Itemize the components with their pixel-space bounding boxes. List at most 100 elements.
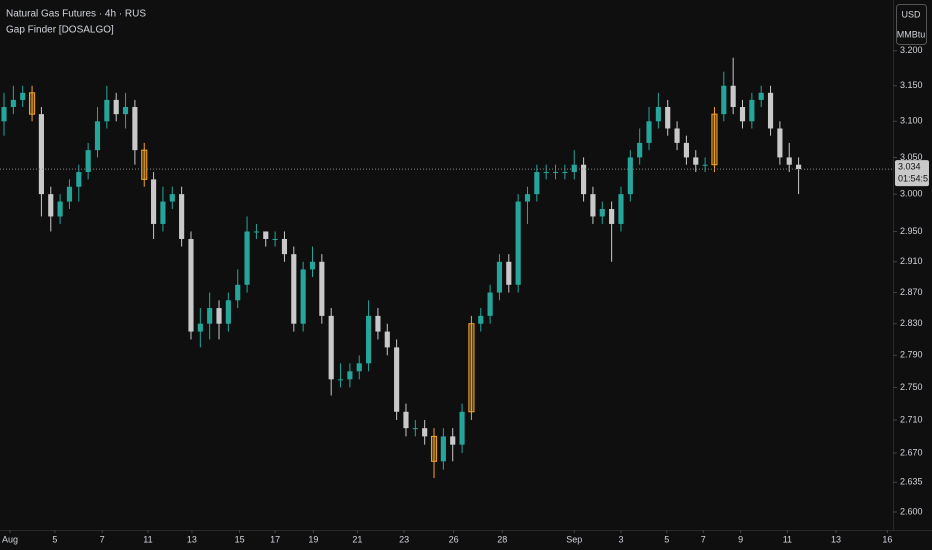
candle-body <box>758 92 764 100</box>
candle-body <box>515 201 521 285</box>
candle-body <box>85 150 91 173</box>
y-tick-label: 2.600 <box>900 506 923 516</box>
countdown: 01:54:51 <box>898 173 932 183</box>
candle-body <box>300 269 306 324</box>
candle-body <box>122 107 129 115</box>
x-tick-label: 13 <box>187 534 197 544</box>
candle-body <box>94 121 101 151</box>
candle-body <box>38 114 44 195</box>
y-tick-label: 2.870 <box>900 287 923 297</box>
candle-body <box>160 201 166 224</box>
candle-body <box>609 208 615 224</box>
y-tick-label: 2.910 <box>900 256 923 266</box>
candle-body <box>309 261 316 270</box>
candle-body <box>796 164 802 170</box>
candle-body <box>440 436 446 462</box>
candle-body <box>179 194 185 240</box>
candle-body <box>328 315 334 380</box>
candle-body <box>375 315 381 332</box>
candle-body <box>356 363 362 372</box>
candle-body <box>57 201 63 217</box>
candle-body <box>76 172 82 187</box>
unit[interactable]: MMBtu <box>897 29 926 39</box>
candle-body <box>216 308 222 324</box>
candle-body <box>263 231 269 240</box>
candle-body <box>225 300 231 324</box>
candle-body <box>412 428 418 430</box>
candle-body <box>571 164 577 173</box>
x-tick-label: 3 <box>618 534 623 544</box>
candle-body <box>534 172 540 195</box>
x-tick-label: Aug <box>2 534 18 544</box>
candle-body <box>141 149 148 180</box>
candle-body <box>702 164 708 166</box>
y-tick-label: 3.100 <box>900 116 923 126</box>
candle-body <box>739 107 746 122</box>
candle-body <box>637 142 643 158</box>
x-tick-label: 19 <box>308 534 318 544</box>
x-tick-label: 5 <box>52 534 57 544</box>
candle-body <box>552 172 559 174</box>
y-tick-label: 2.635 <box>900 477 923 487</box>
candle-body <box>394 347 400 412</box>
currency[interactable]: USD <box>901 9 921 19</box>
x-tick-label: 21 <box>352 534 362 544</box>
x-tick-label: 26 <box>449 534 459 544</box>
candle-body <box>253 231 259 233</box>
candle-body <box>422 428 428 437</box>
candle-body <box>487 292 493 316</box>
candle-body <box>20 92 26 100</box>
x-tick-label: 9 <box>738 534 743 544</box>
y-tick-label: 2.950 <box>900 226 923 236</box>
candle-body <box>478 315 484 324</box>
candle-body <box>366 315 372 364</box>
last-price-box <box>895 160 929 187</box>
y-tick-label: 3.200 <box>900 45 923 55</box>
y-tick-label: 2.710 <box>900 414 923 424</box>
candle-body <box>711 113 718 166</box>
candle-body <box>291 254 297 324</box>
candle-body <box>562 172 568 174</box>
x-tick-label: 11 <box>783 534 792 544</box>
x-tick-label: 28 <box>497 534 507 544</box>
candle-body <box>337 379 344 381</box>
candle-body <box>66 186 73 202</box>
candle-body <box>590 194 596 217</box>
candle-body <box>646 121 652 143</box>
candle-body <box>281 239 288 255</box>
y-tick-label: 2.830 <box>900 318 923 328</box>
last-price-label: 3.034 <box>898 161 921 171</box>
candle-body <box>599 208 605 217</box>
indicator-name: Gap Finder [DOSALGO] <box>6 25 114 36</box>
candle-body <box>749 99 755 122</box>
candle-body <box>786 157 792 165</box>
candle-body <box>235 284 241 301</box>
x-tick-label: 7 <box>701 534 706 544</box>
x-tick-label: 15 <box>235 534 245 544</box>
candle-body <box>524 194 531 202</box>
candle-body <box>581 164 587 195</box>
candle-body <box>450 436 456 445</box>
candle-body <box>188 239 194 332</box>
candle-body <box>730 85 736 108</box>
y-tick-label: 3.050 <box>900 152 923 162</box>
unit-box[interactable] <box>896 4 927 45</box>
y-tick-label: 2.670 <box>900 447 923 457</box>
candle-body <box>459 411 465 445</box>
candle-body <box>384 331 390 348</box>
candle-body <box>1 107 7 122</box>
x-tick-label: 13 <box>831 534 841 544</box>
candle-body <box>244 231 250 285</box>
candle-body <box>132 107 138 151</box>
candle-body <box>655 107 661 122</box>
candle-body <box>272 239 278 241</box>
x-tick-label: 7 <box>100 534 105 544</box>
candle-body <box>169 194 175 202</box>
candle-body <box>777 128 783 158</box>
candle-body <box>496 261 503 293</box>
x-tick-label: 5 <box>664 534 669 544</box>
candle-body <box>347 371 353 380</box>
x-tick-label: Sep <box>566 534 582 544</box>
